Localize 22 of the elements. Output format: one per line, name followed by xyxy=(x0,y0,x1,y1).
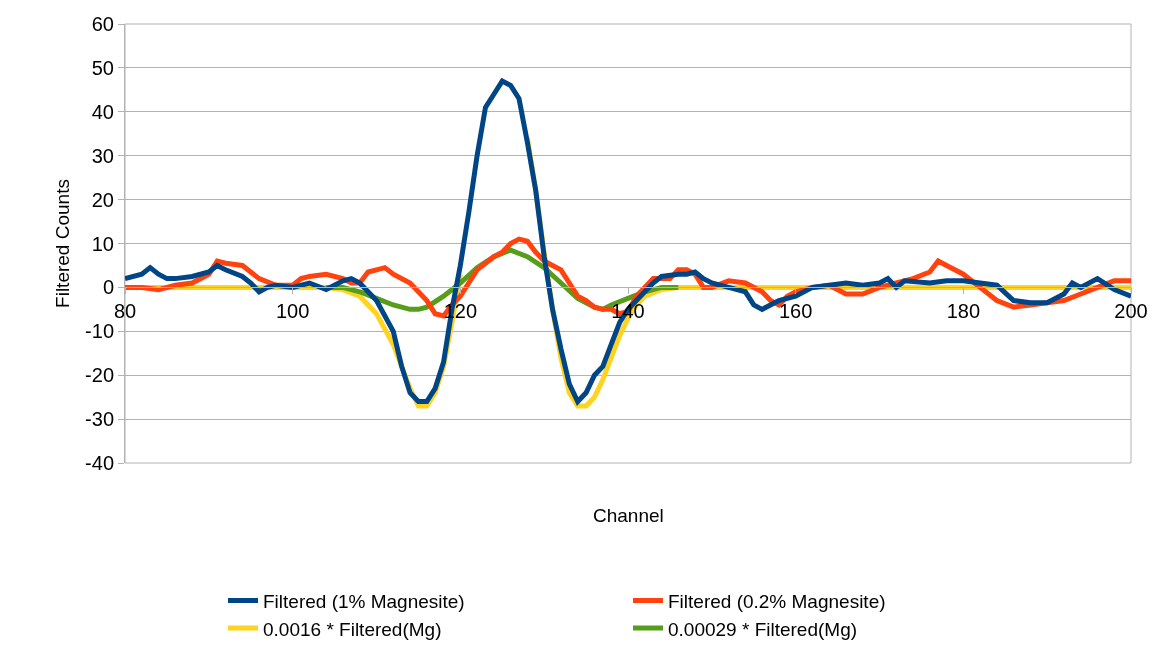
x-tick-label: 80 xyxy=(113,300,137,323)
y-tick-label: 20 xyxy=(91,188,114,211)
y-tick-label: -30 xyxy=(85,408,114,431)
y-tick-label: 10 xyxy=(91,232,114,255)
x-tick-label: 200 xyxy=(1114,300,1148,323)
y-tick-label: -20 xyxy=(85,364,114,387)
x-axis-title: Channel xyxy=(593,505,664,526)
y-tick-label: -40 xyxy=(85,452,114,474)
y-axis-title: Filtered Counts xyxy=(51,179,73,308)
x-tick-label: 160 xyxy=(778,300,813,323)
y-tick-label: 40 xyxy=(91,100,114,123)
y-tick-label: 60 xyxy=(91,13,114,35)
x-tick-label: 100 xyxy=(275,300,310,323)
y-tick-label: 30 xyxy=(91,144,114,167)
legend-label: Filtered (0.2% Magnesite) xyxy=(668,590,886,612)
y-tick-label: 50 xyxy=(91,56,114,79)
y-tick-label: -10 xyxy=(85,320,114,343)
legend-label: 0.00029 * Filtered(Mg) xyxy=(668,618,858,640)
legend-label: Filtered (1% Magnesite) xyxy=(263,590,465,612)
x-tick-label: 180 xyxy=(946,300,981,323)
y-tick-label: 0 xyxy=(102,276,114,299)
legend-label: 0.0016 * Filtered(Mg) xyxy=(263,618,442,640)
